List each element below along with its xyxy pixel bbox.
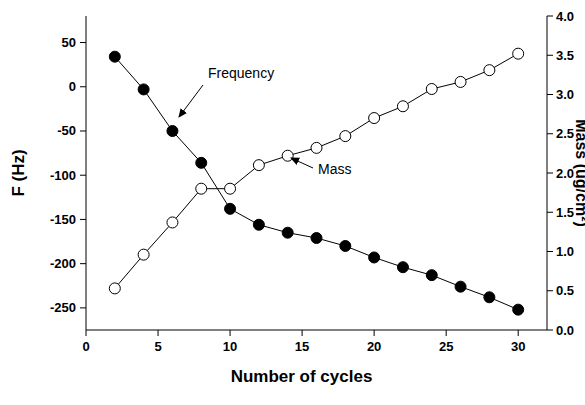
series-point [253,160,264,171]
x-tick-label: 30 [511,339,525,354]
series-point [282,150,293,161]
plot-data [109,48,523,315]
x-axis-label: Number of cycles [231,367,373,386]
y-tick-label: -100 [50,168,76,183]
y2-tick [547,173,553,174]
y2-tick [547,290,553,291]
series-label: Frequency [208,65,274,81]
y2-tick [547,55,553,56]
series-point [138,84,149,95]
y2-tick-label: 3.5 [556,48,574,63]
x-tick [158,330,159,336]
y2-tick [547,94,553,95]
y2-tick-label: 4.0 [556,9,574,24]
x-tick [302,330,303,336]
series-point [167,217,178,228]
series-point [426,270,437,281]
y2-tick [547,251,553,252]
series-point [340,131,351,142]
y-tick-label: -200 [50,256,76,271]
y-tick [80,130,86,131]
series-line [115,57,518,310]
y-tick [80,307,86,308]
y2-tick [547,212,553,213]
series-point [311,233,322,244]
x-axis [86,330,547,331]
y-axis-label: F (Hz) [9,149,28,196]
x-tick [518,330,519,336]
series-point [426,84,437,95]
y2-tick [547,16,553,17]
x-tick-label: 10 [223,339,237,354]
y-tick [80,175,86,176]
x-tick [86,330,87,336]
y2-axis-label: Mass (ug/cm²) [573,119,585,227]
y-tick [80,219,86,220]
y-tick [80,42,86,43]
x-tick [446,330,447,336]
series-point [513,304,524,315]
y-axis [86,16,87,330]
x-tick-label: 0 [82,339,89,354]
series-point [455,281,466,292]
y2-tick-label: 1.0 [556,244,574,259]
y2-tick-label: 0.5 [556,283,574,298]
y2-tick [547,330,553,331]
chart: 0 5 10 15 20 25 30 -250 -200 -150 -100 -50 0 50 0.0 0.5… [0,0,585,405]
series-point [253,219,264,230]
series-point [225,203,236,214]
series-label: Mass [318,161,351,177]
series-point [484,292,495,303]
series-point [455,76,466,87]
x-tick-label: 25 [439,339,453,354]
series-point [340,240,351,251]
y2-tick-label: 1.5 [556,205,574,220]
y2-tick-label: 2.0 [556,166,574,181]
x-tick-label: 20 [367,339,381,354]
y-tick-label: 50 [62,35,76,50]
x-tick-label: 15 [295,339,309,354]
x-tick [230,330,231,336]
series-point [484,65,495,76]
series-point [369,252,380,263]
y2-tick [547,133,553,134]
series-point [167,125,178,136]
y-tick-label: 0 [69,79,76,94]
y-tick-label: -150 [50,212,76,227]
series-point [513,48,524,59]
y-tick-label: -50 [57,123,76,138]
series-point [109,51,120,62]
series-point [196,183,207,194]
series-point [138,249,149,260]
series-point [225,183,236,194]
y2-tick-label: 0.0 [556,323,574,338]
y2-tick-label: 2.5 [556,126,574,141]
x-tick-label: 5 [154,339,161,354]
series-point [369,113,380,124]
series-point [282,227,293,238]
y2-tick-label: 3.0 [556,87,574,102]
y-tick [80,86,86,87]
pointer-arrow [179,85,203,117]
series-point [109,283,120,294]
series-point [311,142,322,153]
pointer-arrow [291,158,313,168]
series-point [196,157,207,168]
series-point [397,101,408,112]
series-line [115,54,518,289]
y-tick-label: -250 [50,300,76,315]
y-tick [80,263,86,264]
x-tick [374,330,375,336]
series-point [397,262,408,273]
